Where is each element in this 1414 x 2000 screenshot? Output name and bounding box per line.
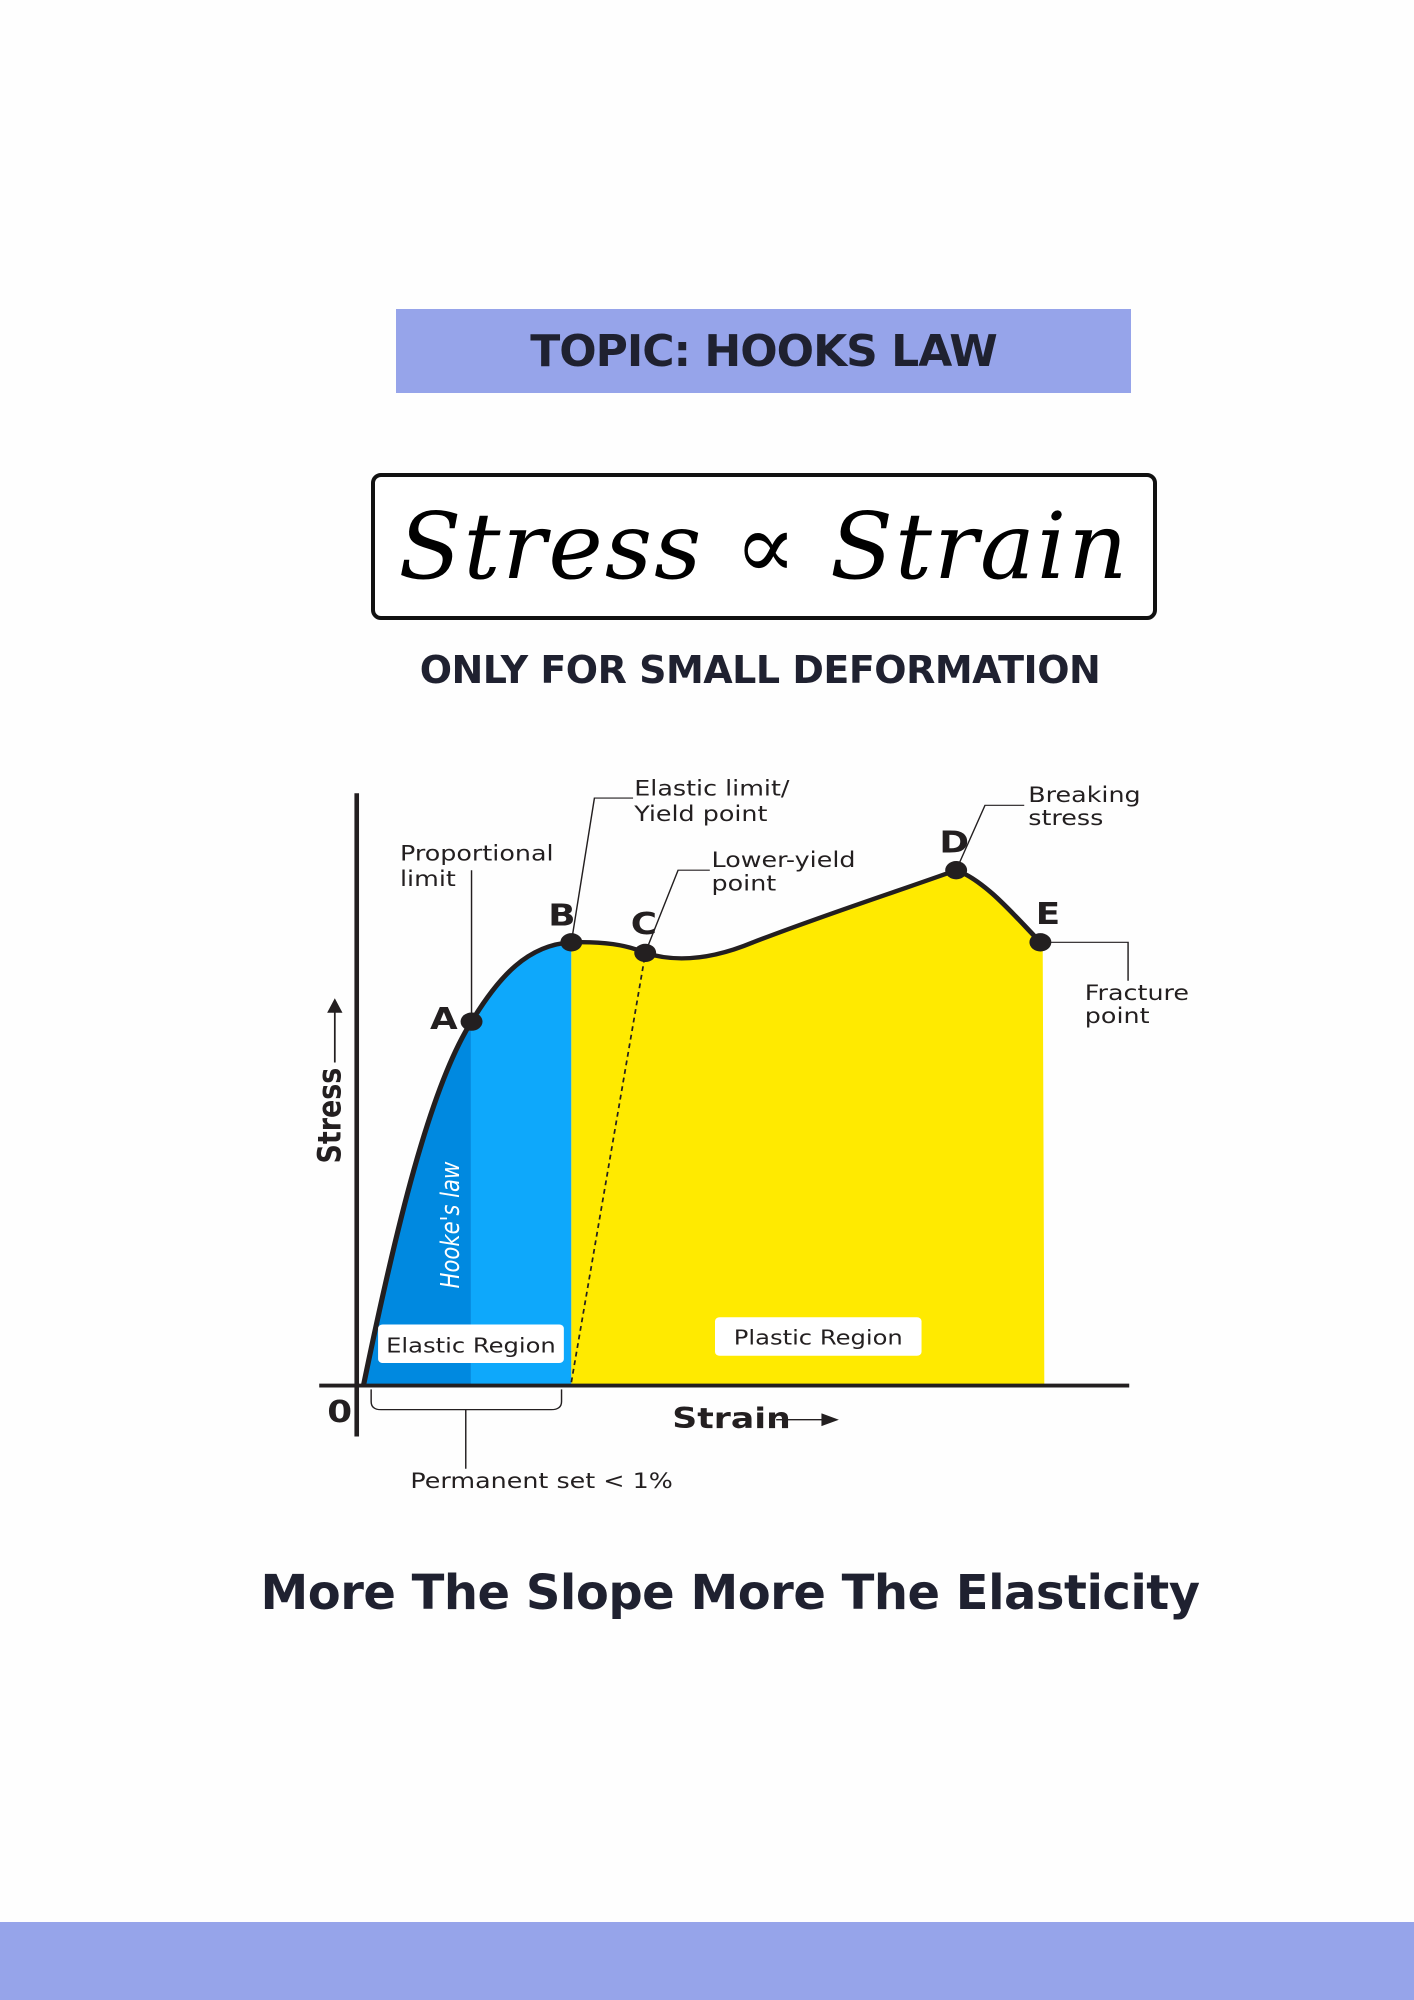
hookes-law-label: Hooke's law [435, 1161, 465, 1289]
elastic-region-badge [378, 1324, 564, 1363]
leader-c [644, 869, 710, 954]
y-axis-arrow-icon [327, 998, 343, 1063]
annotation-e-1: Fracture [1085, 980, 1189, 1005]
annotation-a-1: Proportional [400, 841, 554, 866]
y-axis-label: Stress [311, 1068, 349, 1164]
annotation-b-2: Yield point [633, 801, 767, 826]
point-c-marker [634, 943, 657, 963]
annotation-c-1: Lower-yield [712, 847, 856, 872]
point-d-marker [945, 861, 968, 880]
formula-box: Stress ∝ Strain [371, 473, 1157, 620]
formula-text: Stress ∝ Strain [398, 493, 1130, 600]
annotation-d-2: stress [1028, 805, 1103, 830]
x-axis-arrow-icon [776, 1413, 839, 1427]
elastic-region-label: Elastic Region [386, 1334, 556, 1358]
plastic-region-label: Plastic Region [734, 1327, 903, 1351]
point-b-marker [560, 933, 583, 952]
annotation-c-2: point [712, 870, 777, 895]
annotation-b-1: Elastic limit/ [634, 776, 789, 801]
leader-d [955, 804, 1025, 871]
leader-e [1040, 941, 1129, 981]
permanent-set-label: Permanent set < 1% [410, 1468, 673, 1493]
footer-statement: More The Slope More The Elasticity [260, 1565, 1200, 1621]
annotation-e-2: point [1085, 1003, 1150, 1028]
topic-banner: TOPIC: HOOKS LAW [396, 309, 1131, 393]
plastic-region-fill [571, 870, 1045, 1385]
point-c-label: C [631, 906, 657, 941]
point-d-label: D [939, 824, 969, 859]
permanent-set-bracket [370, 1389, 563, 1469]
annotation-a-2: limit [400, 866, 456, 891]
condition-note: ONLY FOR SMALL DEFORMATION [419, 648, 1101, 692]
point-a-marker [460, 1012, 483, 1031]
bottom-bar [0, 1922, 1414, 2000]
unloading-dashed-line [570, 954, 647, 1383]
point-b-label: B [548, 897, 575, 932]
point-e-label: E [1036, 896, 1060, 931]
plastic-region-badge [715, 1317, 922, 1356]
annotation-d-1: Breaking [1028, 782, 1140, 807]
point-e-marker [1029, 933, 1052, 952]
point-a-label: A [430, 1001, 458, 1036]
origin-label: 0 [327, 1394, 352, 1429]
topic-title: TOPIC: HOOKS LAW [530, 325, 998, 377]
stress-strain-diagram: A B C D E 0 Proportional limit Elastic l… [311, 776, 1189, 1494]
leader-b [570, 797, 634, 943]
x-axis-label: Strain [672, 1401, 790, 1435]
